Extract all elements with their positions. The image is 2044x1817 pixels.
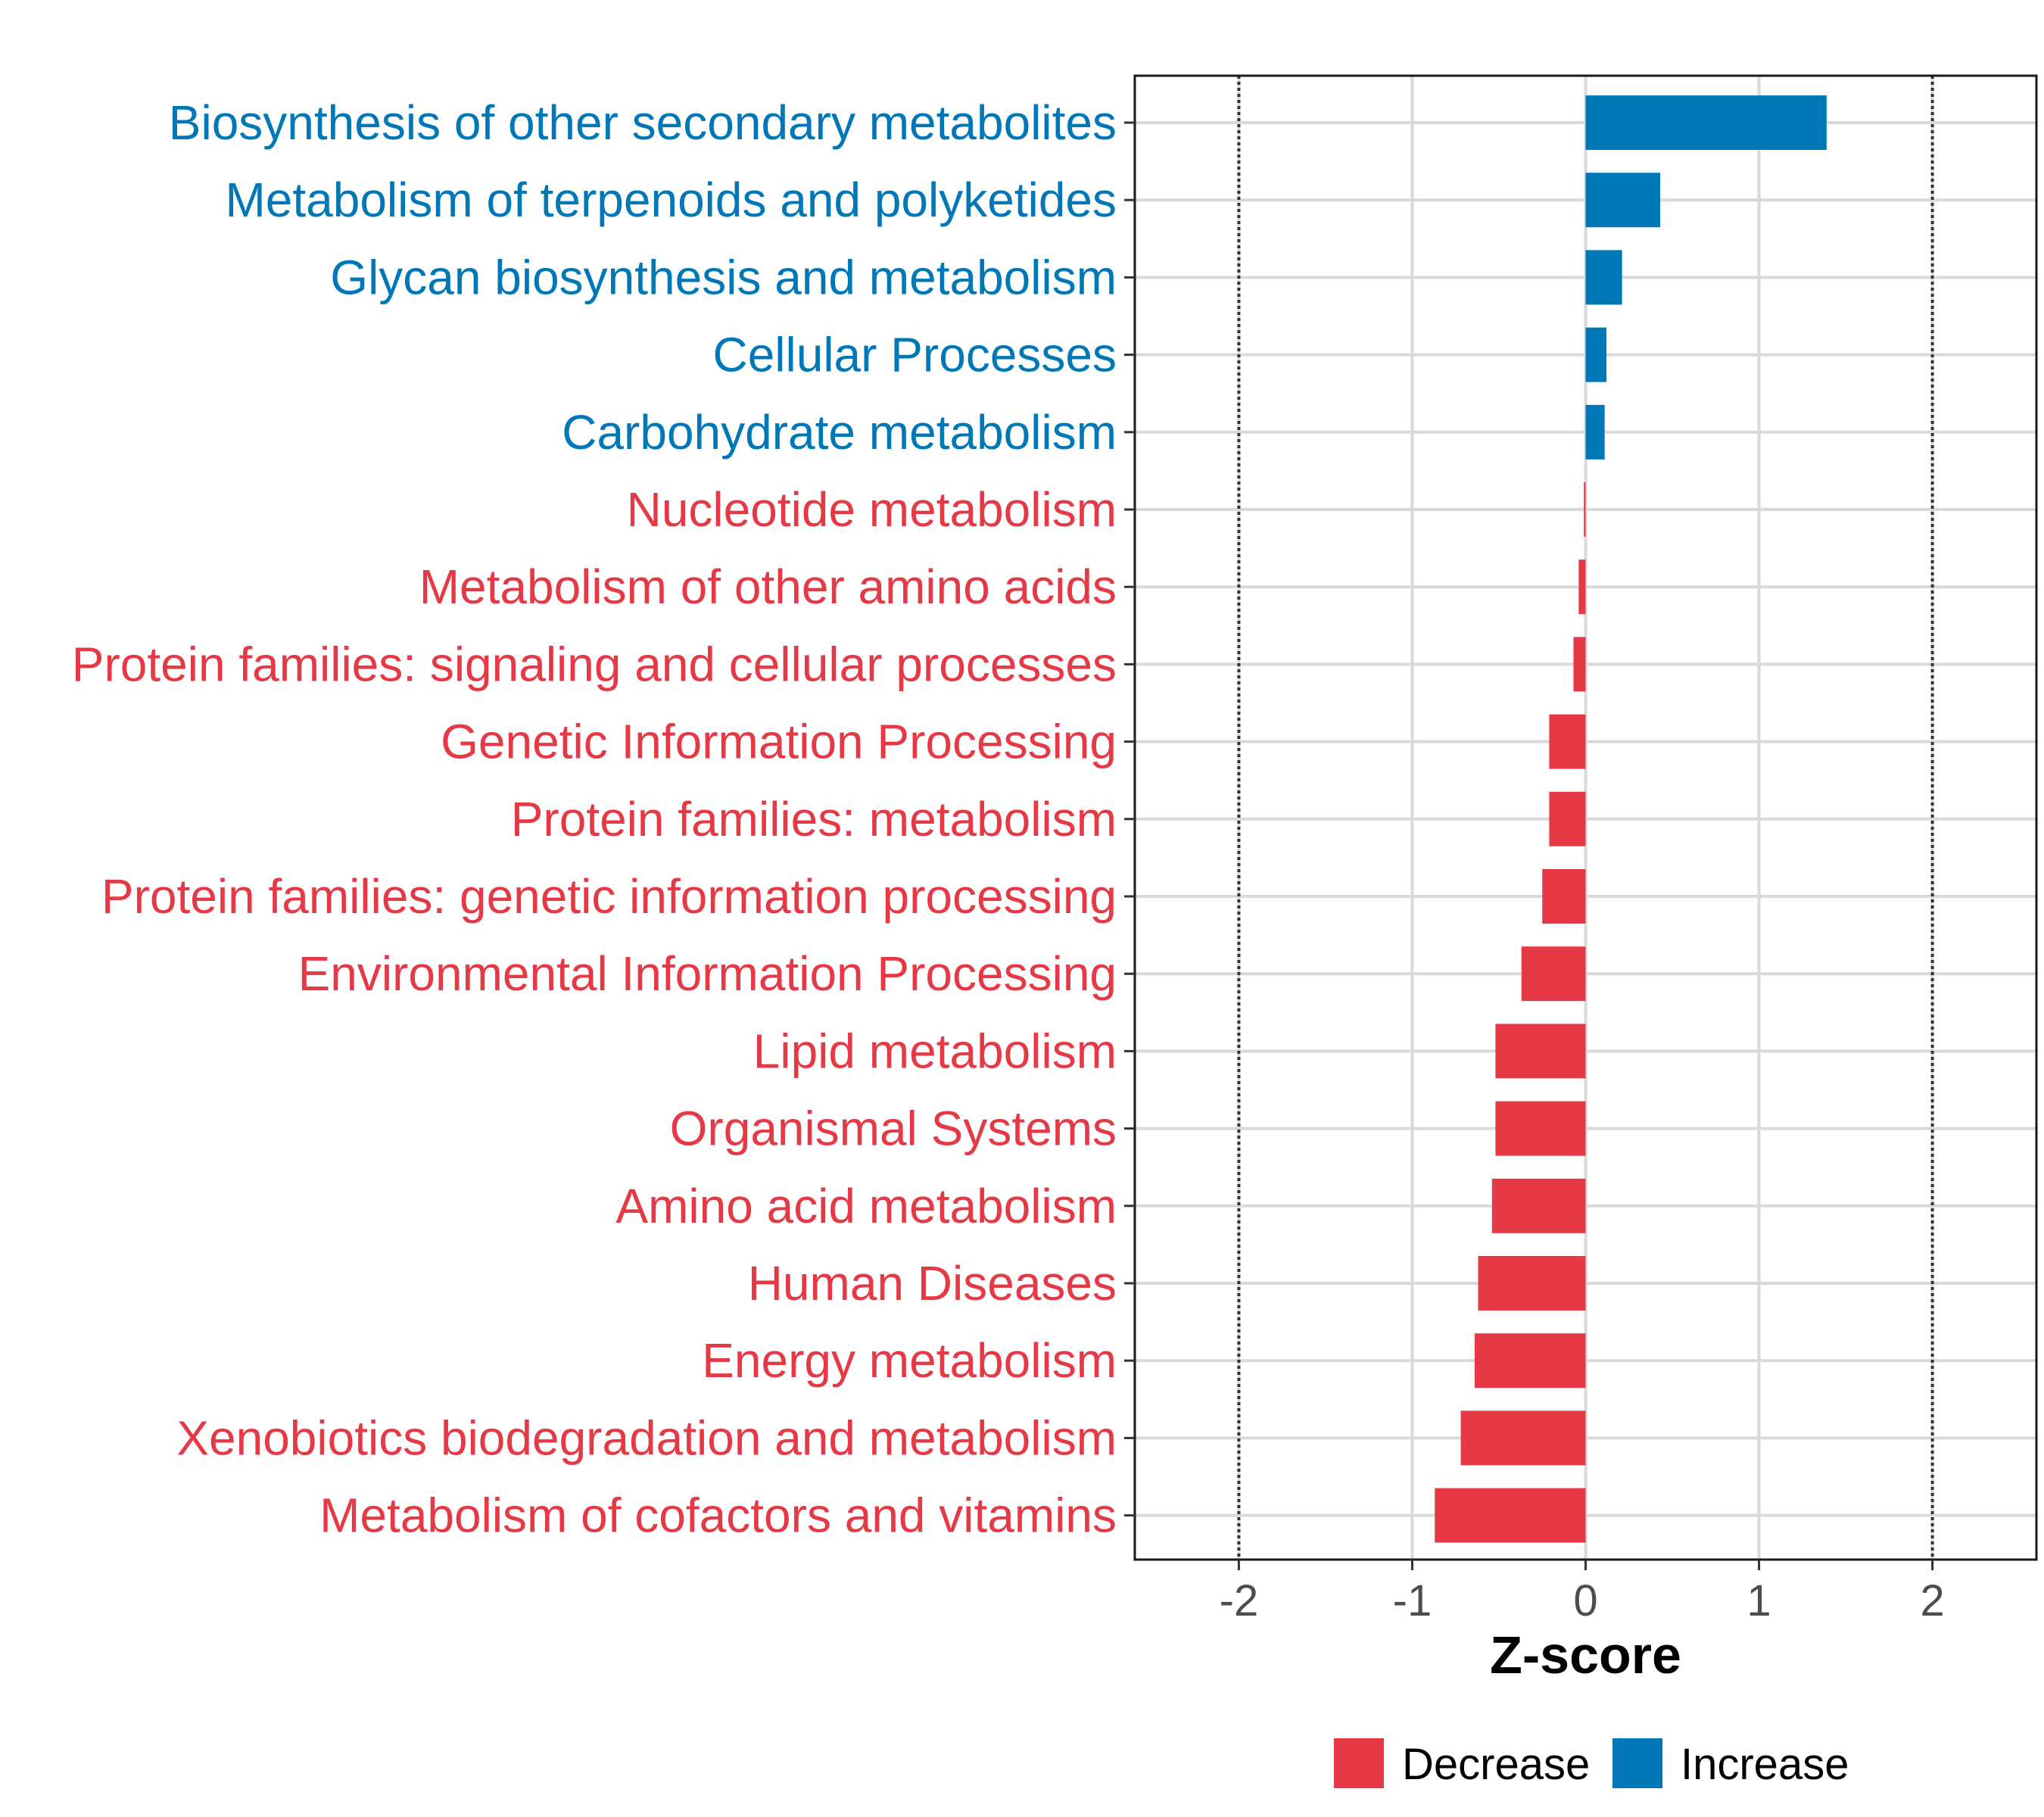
legend-swatch-decrease <box>1334 1738 1384 1788</box>
x-tick-label-4: 2 <box>1920 1576 1944 1625</box>
x-tick-label-0: -2 <box>1220 1576 1259 1625</box>
bar-10 <box>1542 869 1586 924</box>
x-axis-title: Z-score <box>1490 1625 1681 1685</box>
category-label-4: Carbohydrate metabolism <box>562 405 1117 460</box>
bar-9 <box>1549 791 1586 846</box>
bar-6 <box>1578 559 1586 615</box>
bar-13 <box>1495 1101 1586 1156</box>
legend-swatch-increase <box>1612 1738 1662 1788</box>
category-label-12: Lipid metabolism <box>753 1024 1117 1078</box>
category-label-3: Cellular Processes <box>712 328 1117 382</box>
category-label-2: Glycan biosynthesis and metabolism <box>330 250 1117 304</box>
category-label-14: Amino acid metabolism <box>615 1179 1117 1233</box>
category-label-0: Biosynthesis of other secondary metaboli… <box>169 95 1117 150</box>
category-label-8: Genetic Information Processing <box>441 715 1117 769</box>
category-label-1: Metabolism of terpenoids and polyketides <box>225 173 1117 227</box>
bar-4 <box>1585 404 1605 460</box>
category-label-5: Nucleotide metabolism <box>627 482 1117 537</box>
category-label-9: Protein families: metabolism <box>511 792 1117 846</box>
x-tick-label-2: 0 <box>1573 1576 1597 1625</box>
bar-15 <box>1478 1256 1586 1311</box>
reference-lines <box>1237 76 1934 1560</box>
category-label-16: Energy metabolism <box>702 1333 1117 1388</box>
category-label-17: Xenobiotics biodegradation and metabolis… <box>176 1410 1117 1465</box>
y-axis-ticks: Biosynthesis of other secondary metaboli… <box>72 95 1135 1543</box>
bar-11 <box>1521 946 1586 1002</box>
category-label-10: Protein families: genetic information pr… <box>101 869 1117 924</box>
bar-17 <box>1460 1410 1586 1466</box>
x-tick-label-3: 1 <box>1746 1576 1771 1625</box>
bar-3 <box>1585 327 1606 382</box>
bar-5 <box>1584 482 1586 537</box>
category-label-13: Organismal Systems <box>670 1102 1117 1156</box>
x-axis-ticks: -2 -1 0 1 2 <box>1220 1560 1945 1625</box>
bar-8 <box>1549 714 1586 769</box>
bar-16 <box>1474 1333 1586 1388</box>
bars <box>1435 95 1827 1543</box>
legend: Decrease Increase <box>1334 1738 1849 1789</box>
bar-12 <box>1495 1024 1586 1079</box>
category-label-18: Metabolism of cofactors and vitamins <box>319 1488 1117 1543</box>
category-label-7: Protein families: signaling and cellular… <box>72 637 1117 691</box>
x-tick-label-1: -1 <box>1393 1576 1432 1625</box>
category-label-15: Human Diseases <box>748 1256 1117 1311</box>
bar-1 <box>1585 173 1660 228</box>
category-label-11: Environmental Information Processing <box>298 946 1117 1001</box>
bar-0 <box>1585 95 1827 150</box>
bar-7 <box>1573 637 1586 692</box>
bar-14 <box>1491 1178 1586 1233</box>
legend-label-decrease: Decrease <box>1402 1740 1590 1789</box>
legend-label-increase: Increase <box>1681 1740 1849 1789</box>
category-label-6: Metabolism of other amino acids <box>419 559 1117 614</box>
bar-18 <box>1435 1488 1586 1543</box>
bar-2 <box>1585 250 1622 305</box>
